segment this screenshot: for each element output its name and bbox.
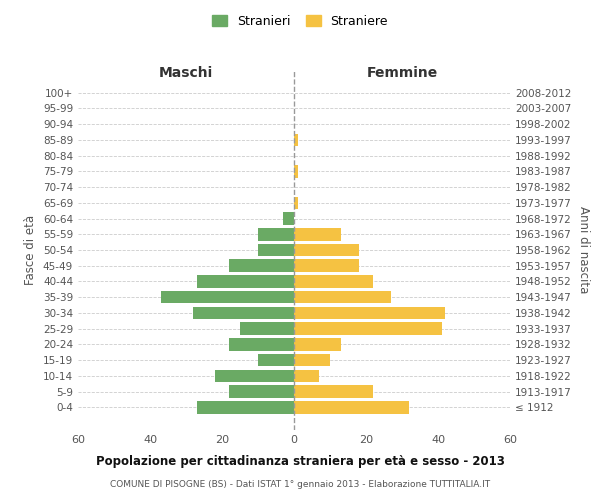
Y-axis label: Anni di nascita: Anni di nascita <box>577 206 590 294</box>
Bar <box>294 354 330 366</box>
Y-axis label: Fasce di età: Fasce di età <box>25 215 37 285</box>
Bar <box>294 401 409 413</box>
Bar <box>294 275 373 288</box>
Bar <box>258 354 294 366</box>
Bar <box>294 196 298 209</box>
Bar <box>215 370 294 382</box>
Bar <box>240 322 294 335</box>
Text: Maschi: Maschi <box>159 66 213 80</box>
Bar <box>258 244 294 256</box>
Bar <box>294 260 359 272</box>
Bar <box>294 228 341 240</box>
Bar <box>197 401 294 413</box>
Bar <box>197 275 294 288</box>
Bar <box>283 212 294 225</box>
Bar <box>229 338 294 350</box>
Bar <box>258 228 294 240</box>
Bar <box>294 306 445 319</box>
Bar <box>161 291 294 304</box>
Bar <box>294 338 341 350</box>
Text: Popolazione per cittadinanza straniera per età e sesso - 2013: Popolazione per cittadinanza straniera p… <box>95 455 505 468</box>
Bar <box>294 370 319 382</box>
Bar <box>294 386 373 398</box>
Bar <box>294 134 298 146</box>
Bar <box>294 322 442 335</box>
Legend: Stranieri, Straniere: Stranieri, Straniere <box>208 11 392 32</box>
Text: COMUNE DI PISOGNE (BS) - Dati ISTAT 1° gennaio 2013 - Elaborazione TUTTITALIA.IT: COMUNE DI PISOGNE (BS) - Dati ISTAT 1° g… <box>110 480 490 489</box>
Text: Femmine: Femmine <box>367 66 437 80</box>
Bar <box>294 165 298 177</box>
Bar <box>294 291 391 304</box>
Bar <box>193 306 294 319</box>
Bar <box>229 260 294 272</box>
Bar <box>229 386 294 398</box>
Bar <box>294 244 359 256</box>
